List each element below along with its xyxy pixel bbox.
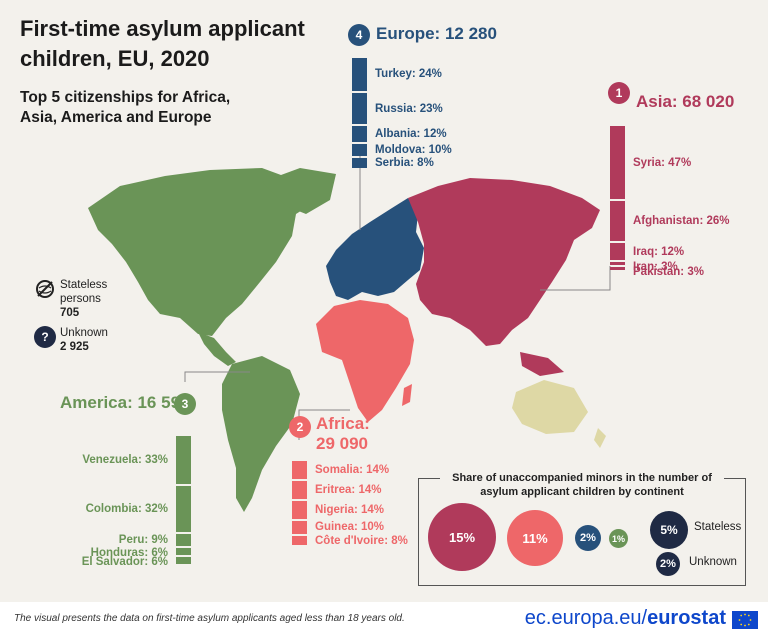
- asia-bar-segment-afghanistan: [610, 201, 625, 242]
- africa-bar-segment-eritrea: [292, 481, 307, 500]
- africa-label-eritrea: Eritrea: 14%: [315, 484, 382, 497]
- africa-title: Africa:: [316, 414, 370, 433]
- world-map: [88, 150, 611, 512]
- asia-title: Asia: 68 020: [636, 92, 735, 111]
- stateless-label: Stateless persons 705: [60, 279, 108, 319]
- america-bar-segment-venezuela: [176, 436, 191, 484]
- south-america-region: [222, 356, 300, 512]
- page-subtitle: Top 5 citizenships for Africa, Asia, Ame…: [20, 89, 231, 126]
- asia-label-syria: Syria: 47%: [633, 156, 692, 169]
- oceania-region: [512, 380, 588, 434]
- america-bar-segment-colombia: [176, 485, 191, 533]
- bubble-stateless: 5%: [650, 511, 688, 549]
- footer-note: The visual presents the data on first-ti…: [14, 613, 405, 624]
- america-label-honduras: Honduras: 6%: [90, 546, 168, 559]
- europe-bar-segment-albania: [352, 126, 367, 142]
- footer: [0, 602, 768, 636]
- asia-region: [408, 178, 600, 346]
- america-label-el-salvador: El Salvador: 6%: [81, 555, 168, 568]
- europe-rank-badge: 4: [348, 24, 370, 46]
- europe-region: [326, 198, 424, 300]
- stateless-legend: Stateless: [694, 521, 742, 533]
- africa-region: [316, 300, 414, 422]
- america-title: America: 16 590: [60, 393, 190, 412]
- america-bar-segment-el-salvador: [176, 556, 191, 564]
- america-label-colombia: Colombia: 32%: [85, 503, 168, 516]
- europe-label-albania: Albania: 12%: [375, 128, 447, 141]
- bubble-africa: 11%: [507, 510, 563, 566]
- central-america-region: [198, 332, 236, 366]
- africa-bar-segment-somalia: [292, 461, 307, 480]
- unknown-legend: Unknown: [689, 556, 737, 568]
- new-zealand-region: [594, 428, 606, 448]
- asia-label-iraq: Iraq: 12%: [633, 245, 685, 258]
- madagascar-region: [402, 384, 412, 406]
- asia-bar-segment-pakistan: [610, 267, 625, 270]
- africa-bar-segment-nigeria: [292, 501, 307, 520]
- europe-title: Europe: 12 280: [376, 24, 497, 43]
- africa-bar-segment-c-te-d-ivoire: [292, 535, 307, 545]
- bubble-unknown: 2%: [656, 552, 680, 576]
- europe-bar-segment-russia: [352, 92, 367, 125]
- america-rank-badge: 3: [174, 393, 196, 415]
- europe-label-serbia: Serbia: 8%: [375, 157, 434, 170]
- asia-label-iran: Iran: 3%: [633, 261, 678, 274]
- europe-bar-segment-serbia: [352, 158, 367, 168]
- asia-label-afghanistan: Afghanistan: 26%: [633, 215, 730, 228]
- stateless-icon: [36, 280, 54, 298]
- europe-bar-segment-moldova: [352, 143, 367, 157]
- america-bar: [176, 436, 191, 566]
- bubble-america: 1%: [609, 529, 628, 548]
- eu-flag-icon: [732, 611, 758, 629]
- asia-bar-segment-syria: [610, 126, 625, 200]
- america-bar-segment-honduras: [176, 547, 191, 555]
- europe-label-russia: Russia: 23%: [375, 102, 443, 115]
- africa-bar-segment-guinea: [292, 521, 307, 534]
- europe-label-moldova: Moldova: 10%: [375, 144, 452, 157]
- africa-label-nigeria: Nigeria: 14%: [315, 504, 385, 517]
- north-america-region: [88, 168, 318, 336]
- africa-label-c-te-d-ivoire: Côte d'Ivoire: 8%: [315, 534, 408, 547]
- europe-bar-segment-turkey: [352, 58, 367, 91]
- america-bar-segment-peru: [176, 534, 191, 546]
- africa-rank-badge: 2: [289, 416, 311, 438]
- africa-total: 29 090: [316, 434, 368, 453]
- europe-bar: [352, 58, 367, 170]
- asia-bar-segment-iran: [610, 262, 625, 266]
- asia-islands-region: [520, 352, 564, 376]
- page-title: First-time asylum applicant children, EU…: [20, 16, 305, 71]
- greenland-region: [262, 168, 336, 214]
- europe-label-turkey: Turkey: 24%: [375, 68, 442, 81]
- unaccompanied-title: Share of unaccompanied minors in the num…: [440, 471, 724, 499]
- bubble-asia: 15%: [428, 503, 496, 571]
- africa-label-somalia: Somalia: 14%: [315, 464, 390, 477]
- africa-label-guinea: Guinea: 10%: [315, 521, 385, 534]
- africa-bar: [292, 461, 307, 547]
- asia-rank-badge: 1: [608, 82, 630, 104]
- asia-bar: [610, 126, 625, 272]
- unknown-icon: ?: [34, 326, 56, 348]
- asia-label-pakistan: Pakistan: 3%: [633, 266, 704, 279]
- eurostat-logo[interactable]: ec.europa.eu/eurostat: [524, 607, 726, 629]
- unknown-label: Unknown 2 925: [60, 327, 108, 353]
- america-label-venezuela: Venezuela: 33%: [82, 453, 168, 466]
- america-label-peru: Peru: 9%: [118, 534, 168, 547]
- bubble-europe: 2%: [575, 525, 601, 551]
- asia-bar-segment-iraq: [610, 243, 625, 261]
